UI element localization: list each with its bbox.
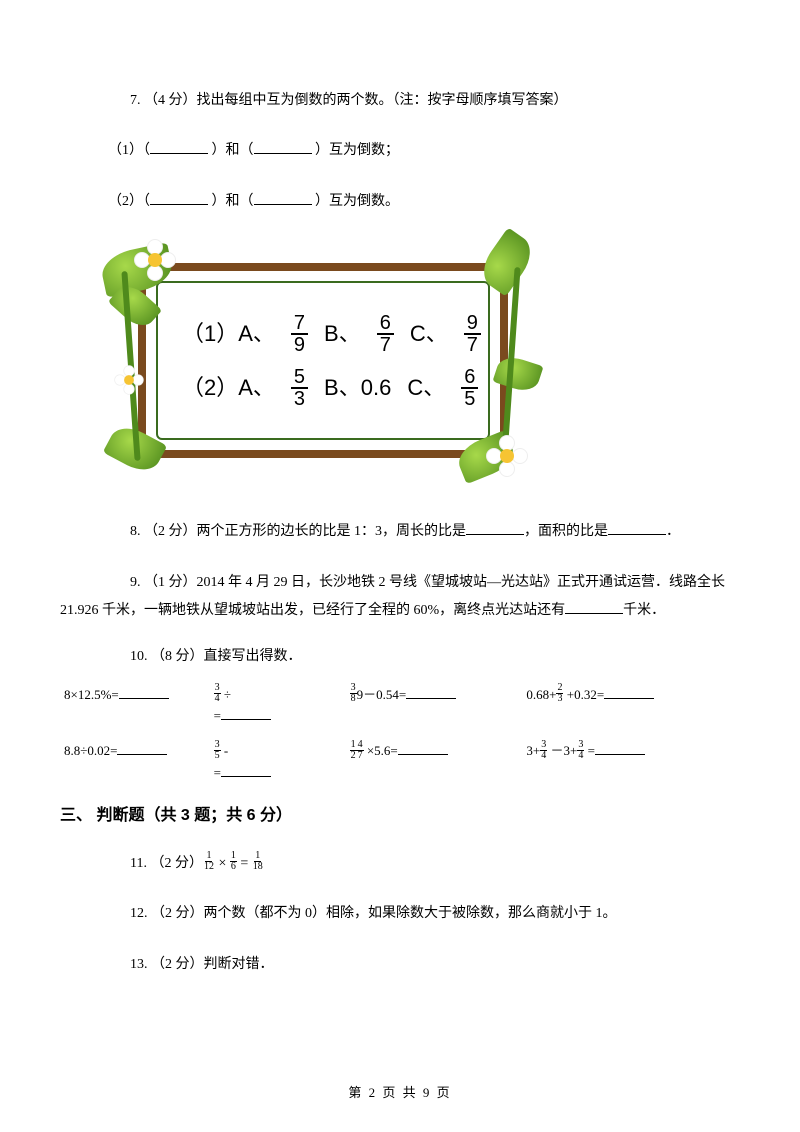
q10: 10. （8 分）直接写出得数． — [60, 646, 740, 668]
t: ）和（ — [208, 143, 254, 158]
board-row-1: （1）A、 79 B、 67 C、 97 — [182, 313, 488, 355]
t: （2）A、 — [182, 370, 275, 405]
fraction: 97 — [464, 313, 481, 355]
t: ． — [666, 524, 680, 539]
calc-table: 8×12.5%= 34 ÷ = 389－0.54= 0.68+23 +0.32=… — [60, 683, 740, 786]
fraction: 34 — [540, 740, 547, 761]
q7-sub1: （1）（ ）和（ ）互为倒数； — [60, 140, 740, 162]
board-figure: （1）A、 79 B、 67 C、 97 （2）A、 53 B、0.6 C、 6… — [60, 241, 740, 491]
blank[interactable] — [119, 685, 169, 699]
flower-icon — [116, 367, 143, 394]
blank[interactable] — [398, 741, 448, 755]
blank[interactable] — [150, 191, 208, 205]
fraction: 12 — [350, 740, 357, 761]
flower-icon — [488, 437, 526, 475]
fraction: 35 — [214, 740, 221, 761]
t: - — [221, 743, 229, 758]
t: = — [237, 856, 252, 871]
t: 8. （2 分）两个正方形的边长的比是 1：3，周长的比是 — [130, 524, 466, 539]
fraction: 34 — [577, 740, 584, 761]
t: +0.32= — [563, 687, 604, 702]
t: 11. （2 分） — [130, 856, 203, 871]
blank[interactable] — [150, 140, 208, 154]
blank[interactable] — [565, 600, 623, 614]
q12: 12. （2 分）两个数（都不为 0）相除，如果除数大于被除数，那么商就小于 1… — [60, 903, 740, 925]
q7-sub2: （2）（ ）和（ ）互为倒数。 — [60, 191, 740, 213]
blank[interactable] — [608, 521, 666, 535]
fraction: 16 — [230, 851, 237, 872]
blank[interactable] — [254, 191, 312, 205]
q9: 9. （1 分）2014 年 4 月 29 日，长沙地铁 2 号线《望城坡站—光… — [60, 572, 740, 623]
t: 0.68+ — [526, 687, 556, 702]
fraction: 112 — [203, 851, 215, 872]
t: ）互为倒数； — [312, 143, 400, 158]
t: （1）A、 — [182, 316, 275, 351]
fraction: 79 — [291, 313, 308, 355]
blank[interactable] — [595, 741, 645, 755]
blank[interactable] — [406, 685, 456, 699]
blank[interactable] — [254, 140, 312, 154]
q11: 11. （2 分）112 × 16 = 118 — [60, 853, 740, 875]
section-3-heading: 三、 判断题（共 3 题；共 6 分） — [60, 803, 740, 829]
fraction: 118 — [252, 851, 264, 872]
flower-icon — [136, 241, 174, 279]
blank[interactable] — [221, 706, 271, 720]
fraction: 34 — [214, 683, 221, 704]
fraction: 47 — [357, 740, 364, 761]
blank[interactable] — [221, 763, 271, 777]
t: 9－0.54= — [357, 687, 407, 702]
blank[interactable] — [604, 685, 654, 699]
t: = — [214, 765, 221, 780]
t: C、 — [410, 316, 448, 351]
q7-line1: 7. （4 分）找出每组中互为倒数的两个数。（注：按字母顺序填写答案） — [60, 90, 740, 112]
fraction: 23 — [556, 683, 563, 704]
t: 8.8÷0.02= — [64, 743, 117, 758]
t: 千米． — [623, 603, 665, 618]
t: ）和（ — [208, 194, 254, 209]
t: ）互为倒数。 — [312, 194, 400, 209]
t: ，面积的比是 — [524, 524, 608, 539]
t: = — [214, 708, 221, 723]
t: B、 — [324, 316, 361, 351]
t: 21.926 千米，一辆地铁从望城坡站出发，已经行了全程的 60%，离终点光达站… — [60, 603, 565, 618]
t: （2）（ — [108, 194, 150, 209]
t: = — [584, 743, 595, 758]
t: 9. （1 分）2014 年 4 月 29 日，长沙地铁 2 号线《望城坡站—光… — [130, 575, 725, 590]
fraction: 65 — [461, 367, 478, 409]
t: 3+ — [526, 743, 540, 758]
page-footer: 第 2 页 共 9 页 — [0, 1083, 800, 1104]
t: B、0.6 — [324, 370, 391, 405]
t: C、 — [407, 370, 445, 405]
q13: 13. （2 分）判断对错． — [60, 954, 740, 976]
t: ÷ — [221, 687, 231, 702]
board-row-2: （2）A、 53 B、0.6 C、 65 — [182, 367, 488, 409]
fraction: 53 — [291, 367, 308, 409]
blank[interactable] — [466, 521, 524, 535]
fraction: 67 — [377, 313, 394, 355]
t: 8×12.5%= — [64, 687, 119, 702]
t: （1）（ — [108, 143, 150, 158]
fraction: 38 — [350, 683, 357, 704]
t: × — [215, 856, 230, 871]
t: －3+ — [547, 743, 577, 758]
q8: 8. （2 分）两个正方形的边长的比是 1：3，周长的比是 ，面积的比是 ． — [60, 521, 740, 543]
t: ×5.6= — [364, 743, 398, 758]
blank[interactable] — [117, 741, 167, 755]
